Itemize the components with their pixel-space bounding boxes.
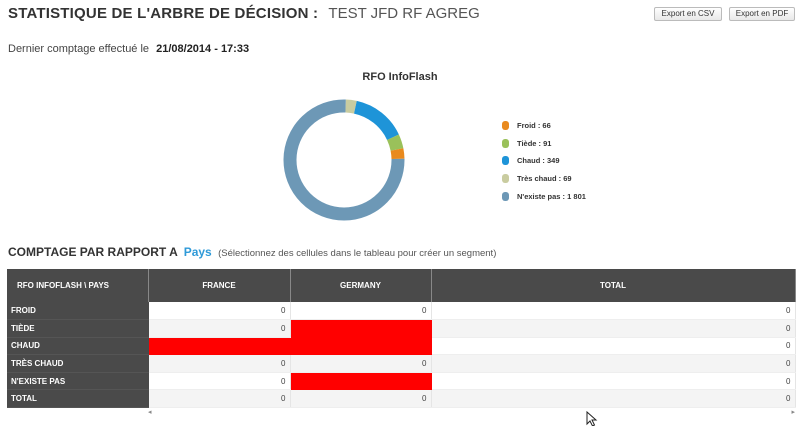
table-row: N'EXISTE PAS 0 0 <box>7 372 796 391</box>
last-count-datetime: 21/08/2014 - 17:33 <box>156 43 250 55</box>
table-cell[interactable]: 0 <box>431 337 796 356</box>
table-row: FROID 0 0 0 <box>7 302 796 321</box>
legend-item[interactable]: Très chaud : 69 <box>502 170 586 188</box>
table-cell[interactable]: 0 <box>431 389 796 409</box>
legend-label: Chaud : 349 <box>517 156 560 166</box>
table-cell[interactable] <box>290 337 432 356</box>
table-cell[interactable] <box>290 319 432 338</box>
horizontal-scrollbar[interactable]: ◂ ▸ <box>148 408 795 417</box>
section-title-label: COMPTAGE PAR RAPPORT A <box>8 245 178 259</box>
table-cell[interactable]: 0 <box>148 354 291 373</box>
legend-swatch <box>502 121 509 131</box>
table-row: TOTAL 0 0 0 <box>7 389 796 409</box>
donut-slice-n-existe-pas[interactable] <box>283 99 405 221</box>
table-cell[interactable]: 0 <box>148 302 291 321</box>
row-label: TRÈS CHAUD <box>7 354 149 373</box>
last-count-label: Dernier comptage effectué le <box>8 43 150 55</box>
chevron-left-icon[interactable]: ◂ <box>148 409 152 416</box>
table-cell[interactable]: 0 <box>431 372 796 391</box>
table-row: CHAUD 0 <box>7 337 796 356</box>
export-csv-button[interactable]: Export en CSV <box>654 7 722 21</box>
corner-header: RFO INFOFLASH \ PAYS <box>7 269 149 302</box>
legend-swatch <box>502 174 509 184</box>
mouse-pointer-icon <box>586 411 598 426</box>
donut-slice-froid[interactable] <box>390 148 405 160</box>
legend-item[interactable]: N'existe pas : 1 801 <box>502 187 586 205</box>
donut-chart <box>283 99 405 221</box>
legend-label: Froid : 66 <box>517 121 551 131</box>
row-label: TIÈDE <box>7 319 149 338</box>
table-cell[interactable]: 0 <box>431 319 796 338</box>
chart-legend: Froid : 66 Tiède : 91 Chaud : 349 Très chau… <box>502 117 586 205</box>
row-label: FROID <box>7 302 149 321</box>
table-row: TRÈS CHAUD 0 0 0 <box>7 354 796 373</box>
table-row: TIÈDE 0 0 <box>7 319 796 338</box>
table-cell[interactable]: 0 <box>148 389 291 409</box>
legend-label: Tiède : 91 <box>517 138 552 148</box>
table-cell[interactable] <box>148 337 291 356</box>
section-hint: (Sélectionnez des cellules dans le table… <box>218 248 497 259</box>
page-title: STATISTIQUE DE L'ARBRE DE DÉCISION : TES… <box>8 5 480 22</box>
section-title: COMPTAGE PAR RAPPORT A Pays (Sélectionne… <box>8 245 496 259</box>
legend-item[interactable]: Froid : 66 <box>502 117 586 135</box>
column-header-total: TOTAL <box>431 269 796 302</box>
chevron-right-icon[interactable]: ▸ <box>791 409 795 416</box>
column-header-germany: GERMANY <box>290 269 432 302</box>
dimension-link[interactable]: Pays <box>183 245 212 259</box>
page-title-prefix: STATISTIQUE DE L'ARBRE DE DÉCISION : <box>8 5 319 22</box>
count-table: RFO INFOFLASH \ PAYS FRANCE GERMANY TOTA… <box>7 269 796 409</box>
export-pdf-button[interactable]: Export en PDF <box>729 7 795 21</box>
legend-item[interactable]: Chaud : 349 <box>502 152 586 170</box>
donut-slice-chaud[interactable] <box>353 100 399 141</box>
table-cell[interactable]: 0 <box>431 302 796 321</box>
legend-swatch <box>502 191 509 201</box>
donut-slice-très-chaud[interactable] <box>345 99 357 114</box>
chart-title: RFO InfoFlash <box>362 71 438 83</box>
row-label: N'EXISTE PAS <box>7 372 149 391</box>
table-cell[interactable]: 0 <box>148 372 291 391</box>
table-cell[interactable]: 0 <box>290 302 432 321</box>
row-label: TOTAL <box>7 389 149 409</box>
legend-item[interactable]: Tiède : 91 <box>502 135 586 153</box>
table-cell[interactable]: 0 <box>431 354 796 373</box>
table-cell[interactable]: 0 <box>148 319 291 338</box>
donut-slice-tiède[interactable] <box>386 134 404 151</box>
row-label: CHAUD <box>7 337 149 356</box>
column-header-france: FRANCE <box>148 269 291 302</box>
legend-swatch <box>502 156 509 166</box>
legend-label: Très chaud : 69 <box>517 174 572 184</box>
table-cell[interactable]: 0 <box>290 354 432 373</box>
tree-name: TEST JFD RF AGREG <box>328 5 480 22</box>
legend-swatch <box>502 138 509 148</box>
legend-label: N'existe pas : 1 801 <box>517 191 586 201</box>
last-count-info: Dernier comptage effectué le 21/08/2014 … <box>8 43 249 55</box>
table-cell[interactable] <box>290 372 432 391</box>
table-cell[interactable]: 0 <box>290 389 432 409</box>
